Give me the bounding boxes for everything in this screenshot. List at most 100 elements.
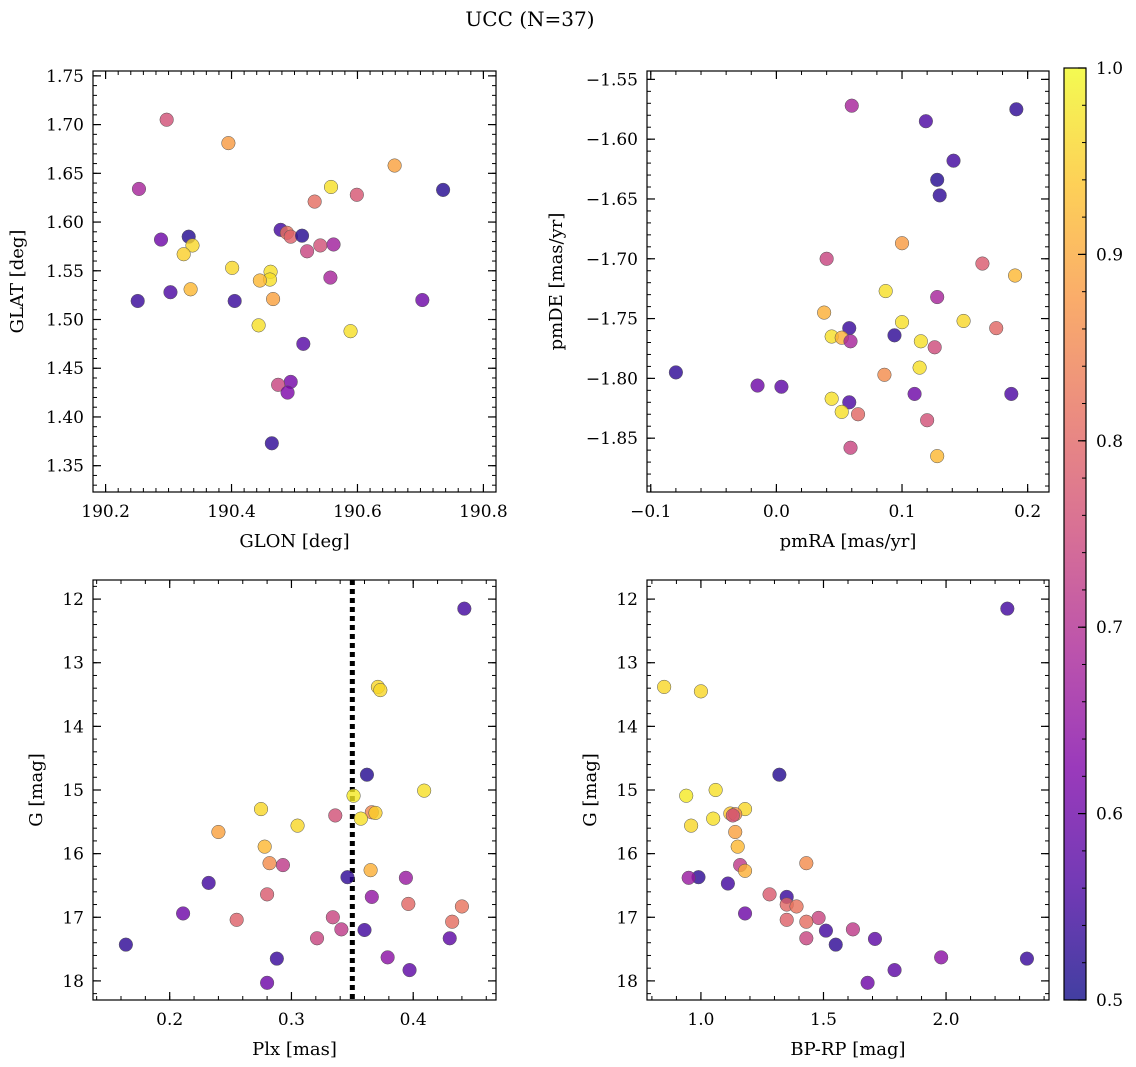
- colorbar: 0.5 0.6 0.7 0.8 0.9 1.0: [1063, 59, 1123, 1011]
- data-point: [799, 914, 814, 929]
- data-point: [824, 391, 839, 406]
- data-point: [221, 136, 236, 151]
- y-tick-label: 14: [62, 717, 84, 737]
- data-point: [211, 824, 226, 840]
- data-point: [956, 313, 971, 329]
- y-tick-label: 1.65: [46, 164, 84, 184]
- data-point: [1009, 102, 1024, 117]
- colorbar-gradient: [1063, 67, 1087, 1001]
- axes-frame: [92, 70, 497, 493]
- data-point: [295, 228, 310, 243]
- x-axis-label: GLON [deg]: [239, 531, 349, 552]
- minor-ticks: [647, 71, 1049, 492]
- data-point: [912, 360, 927, 375]
- axes-frame: [646, 70, 1050, 493]
- data-point: [257, 839, 272, 854]
- data-point: [828, 937, 843, 952]
- data-point: [1004, 386, 1019, 401]
- data-point: [844, 98, 859, 113]
- y-tick-label: −1.55: [586, 70, 638, 90]
- data-point: [679, 788, 694, 803]
- y-tick-label: −1.75: [586, 310, 638, 330]
- x-tick-label: 0.4: [400, 1010, 427, 1030]
- data-point: [262, 856, 277, 871]
- data-point: [657, 679, 672, 694]
- data-point: [454, 899, 469, 914]
- scatter-points: [657, 601, 1034, 990]
- data-point: [266, 291, 281, 307]
- data-point: [300, 244, 315, 259]
- y-tick-label: 12: [616, 590, 638, 610]
- panel-4: 1.0 1.5 2.0 12 13 14 15 16 17 18 BP-RP [mag] G [mag…: [580, 579, 1050, 1060]
- y-tick-label: 13: [616, 654, 638, 674]
- data-point: [930, 289, 945, 305]
- y-tick-label: 1.55: [46, 262, 84, 282]
- data-point: [159, 112, 174, 127]
- colorbar-tick-label: 0.7: [1096, 618, 1123, 638]
- data-point: [269, 951, 284, 966]
- y-tick-label: 1.75: [46, 67, 84, 87]
- data-point: [920, 413, 935, 428]
- data-point: [842, 395, 857, 410]
- y-tick-label: 17: [616, 908, 638, 928]
- data-point: [989, 321, 1004, 336]
- data-point: [730, 839, 745, 854]
- data-point: [251, 318, 266, 333]
- data-point: [176, 247, 191, 262]
- x-tick-label: 0.2: [1014, 502, 1041, 522]
- data-point: [779, 912, 794, 927]
- data-point: [373, 683, 388, 698]
- data-point: [918, 114, 933, 129]
- data-point: [860, 975, 875, 990]
- data-point: [163, 285, 178, 300]
- x-axis-label: Plx [mas]: [252, 1039, 337, 1060]
- y-tick-label: 16: [616, 845, 638, 865]
- data-point: [153, 232, 169, 247]
- x-tick-label: 0.1: [888, 502, 915, 522]
- scatter-points: [118, 601, 472, 990]
- data-point: [934, 950, 949, 965]
- data-point: [457, 601, 472, 616]
- data-point: [340, 870, 355, 885]
- data-point: [185, 238, 200, 253]
- x-axis-label: BP-RP [mag]: [790, 1039, 905, 1060]
- data-point: [708, 782, 723, 798]
- data-point: [398, 870, 413, 885]
- data-point: [1008, 268, 1023, 283]
- minor-ticks: [92, 71, 496, 492]
- y-tick-label: −1.70: [586, 250, 638, 270]
- data-point: [907, 386, 922, 401]
- data-point: [693, 684, 708, 699]
- x-tick-label: 0.2: [156, 1010, 183, 1030]
- data-point: [867, 931, 883, 946]
- y-axis-label: pmDE [mas/yr]: [546, 213, 567, 351]
- y-tick-label: 18: [616, 972, 638, 992]
- data-point: [894, 315, 910, 330]
- data-point: [930, 172, 945, 187]
- data-point: [131, 181, 147, 196]
- panel-1: 190.2 190.4 190.6 190.8 1.35 1.40 1.45 1.50 1.55…: [7, 67, 508, 552]
- y-tick-label: 12: [62, 590, 84, 610]
- data-point: [878, 284, 893, 299]
- data-point: [811, 910, 826, 925]
- data-point: [387, 158, 402, 173]
- data-point: [927, 340, 942, 355]
- x-axis-label: pmRA [mas/yr]: [780, 531, 917, 552]
- x-tick-label: 2.0: [933, 1010, 960, 1030]
- data-point: [436, 182, 451, 197]
- panel-3: 0.2 0.3 0.4 12 13 14 15 16 17 18 Plx [mas] G [mag]: [26, 579, 497, 1060]
- data-point: [851, 407, 866, 422]
- data-point: [183, 282, 198, 297]
- data-point: [363, 863, 378, 878]
- data-point: [225, 260, 240, 275]
- data-point: [307, 194, 322, 209]
- y-tick-label: 17: [62, 908, 84, 928]
- data-point: [275, 858, 290, 873]
- data-point: [349, 187, 364, 202]
- data-point: [772, 767, 787, 782]
- data-point: [946, 153, 961, 168]
- data-point: [668, 365, 683, 380]
- data-point: [720, 876, 735, 891]
- y-tick-label: 13: [62, 654, 84, 674]
- y-tick-label: −1.85: [586, 429, 638, 449]
